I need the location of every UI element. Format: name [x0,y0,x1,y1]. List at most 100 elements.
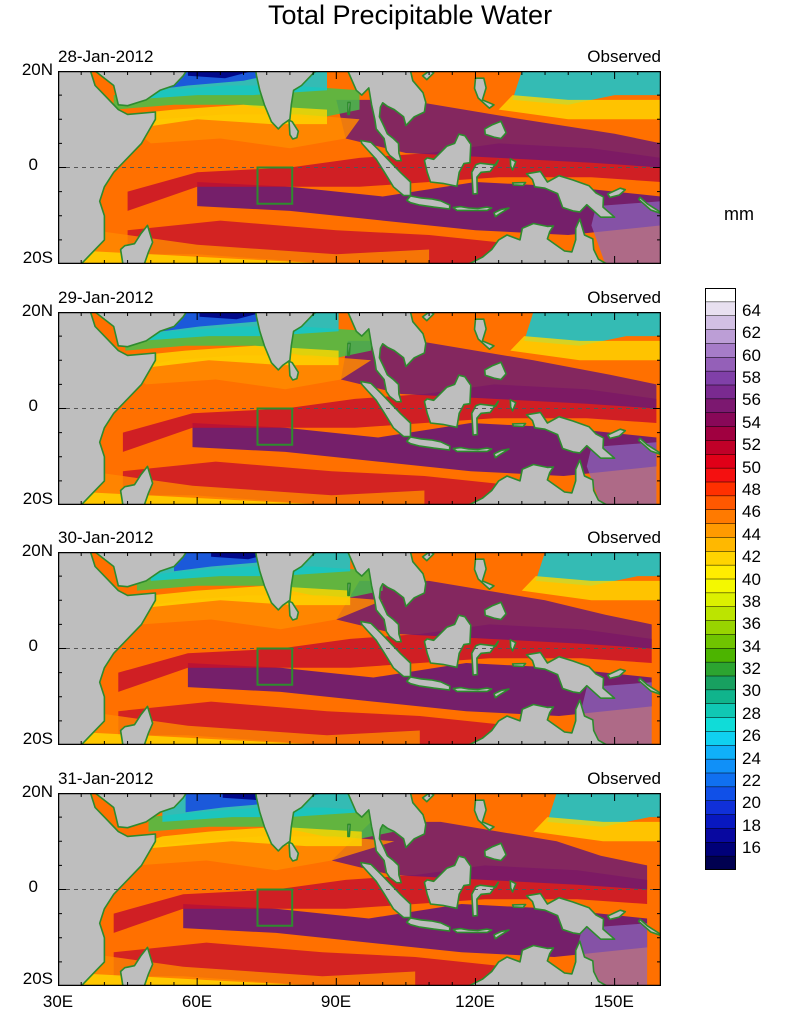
moisture-region [498,95,661,120]
colorbar-label: 16 [742,838,761,858]
land-mass [442,699,609,745]
panel-date: 28-Jan-2012 [58,47,154,66]
colorbar-swatch [705,606,736,622]
moisture-region [533,817,661,842]
colorbar-label: 40 [742,569,761,589]
colorbar-swatch [705,385,736,400]
land-mass [94,71,188,107]
land-mass [119,946,154,986]
land-mass [452,205,493,212]
moisture-region [187,663,652,716]
land-mass [360,139,412,197]
land-mass [483,120,507,140]
lon-label-150e: 150E [594,992,634,1011]
land-mass [119,465,154,505]
lat-label-20n: 20N [21,541,53,560]
colorbar-swatch [705,412,736,428]
colorbar-swatch [705,676,736,691]
land-mass [442,940,609,986]
colorbar-label: 24 [742,748,761,768]
colorbar-label: 38 [742,591,761,611]
colorbar-swatch [705,565,736,580]
land-mass [473,558,495,590]
colorbar-swatch [705,648,736,663]
land-mass [406,917,451,932]
colorbar-swatch [705,301,736,317]
land-mass [421,71,435,81]
land-mass [423,614,472,669]
target-box [256,888,294,927]
colorbar-swatch [705,759,736,774]
land-mass [442,218,609,264]
panel-date: 29-Jan-2012 [58,288,154,307]
lon-label-30e: 30E [42,992,74,1011]
moisture-region [118,826,362,851]
map-panel-28-jan: 28-Jan-2012 Observed [58,47,661,264]
land-mass [511,903,527,909]
colorbar-swatch [705,745,736,760]
land-mass [347,101,351,116]
land-mass [452,686,493,693]
colorbar-swatch [705,468,736,483]
land-mass [511,181,527,187]
moisture-region [510,336,661,361]
colorbar-swatch [705,509,736,525]
colorbar-swatch [705,786,736,802]
colorbar-swatch [705,454,736,469]
land-mass [525,651,616,699]
map-panel-31-jan: 31-Jan-2012 Observed [58,769,661,986]
tpw-map [58,552,661,745]
land-mass [606,187,627,199]
land-mass [360,380,412,438]
land-mass [423,133,472,188]
land-mass [347,823,351,838]
land-mass [483,842,507,862]
land-mass [288,600,300,621]
land-mass [347,582,351,597]
colorbar-swatch [705,731,736,746]
lat-label-0: 0 [28,396,38,415]
lat-label-20s: 20S [22,969,53,988]
land-mass [493,929,510,940]
lat-label-20n: 20N [21,301,53,320]
land-mass [94,552,188,588]
colorbar-units: mm [724,204,754,224]
colorbar-label: 50 [742,457,761,477]
colorbar-label: 44 [742,524,761,544]
land-mass [606,428,627,440]
colorbar-swatch [705,329,736,345]
moisture-region [535,552,661,586]
land-mass [423,855,472,910]
lon-label-120e: 120E [455,992,495,1011]
land-mass [637,437,661,456]
lat-label-0: 0 [28,636,38,655]
panel-observed-tag: Observed [587,47,661,66]
land-mass [254,312,318,371]
land-mass [421,552,435,562]
colorbar-swatch [705,703,736,719]
colorbar-swatch [705,828,736,843]
map-panel-29-jan: 29-Jan-2012 Observed [58,288,661,505]
land-mass [94,793,188,829]
colorbar-swatch [705,814,736,830]
moisture-region [199,312,265,320]
colorbar-swatch [705,343,736,358]
tpw-map [58,793,661,986]
land-mass [347,793,427,884]
land-mass [525,892,616,940]
colorbar-swatch [705,426,736,442]
colorbar-labels: 64 62 60 58 56 54 52 50 48 46 44 42 40 38 36 34 32 30 28 26… [742,288,788,870]
lat-label-20s: 20S [22,248,53,267]
colorbar-label: 26 [742,726,761,746]
land-mass [511,422,527,428]
colorbar-swatch [705,592,736,608]
figure-title: Total Precipitable Water [267,0,553,30]
panel-observed-tag: Observed [587,769,661,788]
colorbar-swatch [705,551,736,566]
colorbar-swatch [705,523,736,539]
panel-observed-tag: Observed [587,528,661,547]
colorbar-label: 52 [742,435,761,455]
land-mass [511,662,527,668]
land-mass [406,436,451,451]
tpw-map [58,71,661,264]
